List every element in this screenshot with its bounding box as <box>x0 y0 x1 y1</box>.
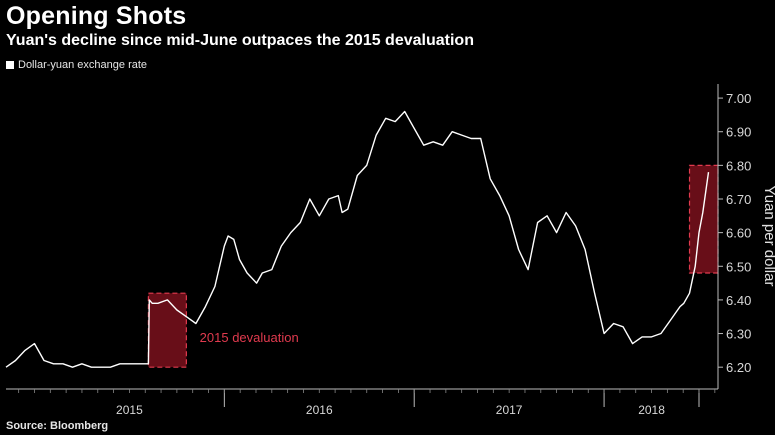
series-line-dollar-yuan <box>5 110 710 368</box>
x-tick-label-2016: 2016 <box>306 403 333 417</box>
source-note: Source: Bloomberg <box>6 420 109 432</box>
x-tick-label-2017: 2017 <box>496 403 523 417</box>
legend-label: Dollar-yuan exchange rate <box>18 59 148 71</box>
y-axis: 6.20 6.30 6.40 6.50 6.60 6.70 6.80 6.90 7.00 <box>717 84 751 389</box>
annotation-2015-devaluation: 2015 devaluation <box>200 330 299 345</box>
y-tick-label-7: 6.90 <box>726 125 751 140</box>
y-tick-label-4: 6.60 <box>726 226 751 241</box>
chart-title: Opening Shots <box>6 2 187 30</box>
x-tick-label-2018: 2018 <box>638 403 665 417</box>
x-tick-label-2015: 2015 <box>116 403 143 417</box>
y-tick-label-2: 6.40 <box>726 293 751 308</box>
y-tick-label-3: 6.50 <box>726 259 751 274</box>
y-tick-label-6: 6.80 <box>726 158 751 173</box>
y-tick-label-8: 7.00 <box>726 91 751 106</box>
highlight-box-0 <box>147 292 187 368</box>
legend-swatch <box>6 61 14 69</box>
y-tick-label-5: 6.70 <box>726 192 751 207</box>
highlight-boxes <box>147 164 719 368</box>
chart-subtitle: Yuan's decline since mid-June outpaces t… <box>6 32 474 49</box>
legend: Dollar-yuan exchange rate <box>6 59 147 71</box>
x-axis: 2015 2016 2017 2018 <box>6 388 718 417</box>
y-tick-label-1: 6.30 <box>726 327 751 342</box>
y-axis-title: Yuan per dollar <box>761 186 775 287</box>
highlight-box-1 <box>688 164 719 274</box>
y-tick-label-0: 6.20 <box>726 360 751 375</box>
